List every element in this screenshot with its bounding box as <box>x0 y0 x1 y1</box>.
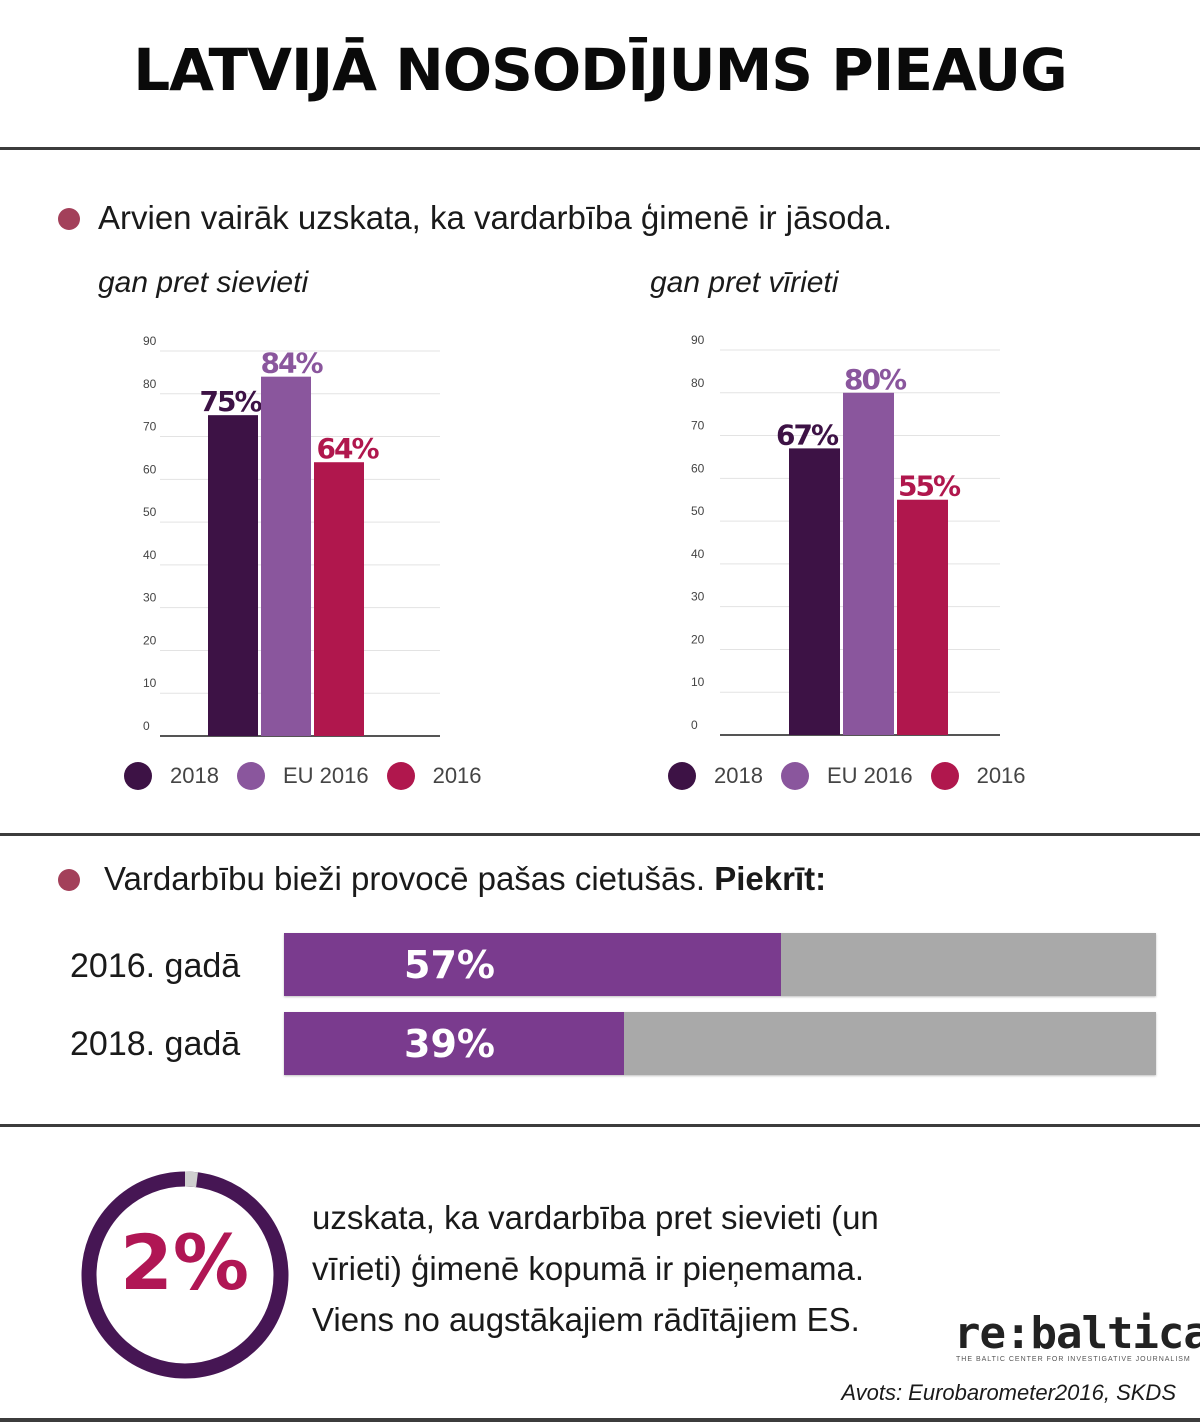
section2-headline: Vardarbību bieži provocē pašas cietušās.… <box>104 860 826 898</box>
donut-ring <box>81 1171 289 1379</box>
y-tick-label: 20 <box>691 632 705 646</box>
y-tick-label: 0 <box>691 718 698 732</box>
data-label: 80% <box>844 363 907 396</box>
bar-2018 <box>789 448 840 735</box>
divider-bottom <box>0 1418 1200 1422</box>
y-tick-label: 70 <box>143 420 157 434</box>
y-tick-label: 30 <box>691 590 705 604</box>
data-label: 55% <box>898 470 961 503</box>
y-tick-label: 80 <box>691 376 705 390</box>
y-tick-label: 40 <box>691 547 705 561</box>
legend-dot-2018 <box>124 762 152 790</box>
legend-dot-eu2016 <box>780 762 809 790</box>
legend-label: EU 2016 <box>826 763 913 788</box>
y-tick-label: 10 <box>691 675 705 689</box>
chart-right-subtitle: gan pret vīrieti <box>650 266 839 299</box>
legend-right: 2018 EU 2016 2016 <box>668 762 1044 790</box>
logo-tagline: THE BALTIC CENTER FOR INVESTIGATIVE JOUR… <box>956 1356 1191 1363</box>
y-tick-label: 80 <box>143 377 157 391</box>
y-tick-label: 20 <box>143 633 157 647</box>
data-label: 84% <box>260 347 323 380</box>
bullet-icon <box>58 869 80 891</box>
y-tick-label: 60 <box>143 462 157 476</box>
y-tick-label: 70 <box>691 419 705 433</box>
section2-headline-text: Vardarbību bieži provocē pašas cietušās. <box>104 860 706 897</box>
bar-eu-2016 <box>261 376 311 736</box>
y-tick-label: 10 <box>143 676 157 690</box>
bar-chart-men: 0 10 20 30 40 50 60 70 80 90 67%80% 55% <box>691 333 1000 736</box>
legend-label: 2016 <box>432 763 482 788</box>
y-tick-label: 30 <box>143 591 157 605</box>
y-tick-label: 50 <box>143 505 157 519</box>
data-label: 67% <box>776 418 839 451</box>
bar-chart-women: 0 10 20 30 40 50 60 70 80 90 75% 84% 64% <box>143 334 440 737</box>
stat-description: uzskata, ka vardarbība pret sievieti (un… <box>312 1199 879 1338</box>
legend-left: 2018 EU 2016 2016 <box>124 762 500 790</box>
source-note: Avots: Eurobarometer2016, SKDS <box>841 1380 1176 1405</box>
y-tick-label: 60 <box>691 461 705 475</box>
hbar-value-label: 57% <box>404 942 495 987</box>
data-label: 64% <box>316 432 379 465</box>
bar-2018 <box>208 415 258 736</box>
legend-dot-2018 <box>668 762 696 790</box>
legend-label: 2016 <box>976 763 1026 788</box>
hbar-row-label: 2018. gadā <box>70 1025 241 1063</box>
hbar-row-label: 2016. gadā <box>70 947 241 985</box>
rebaltica-logo: re:baltica <box>954 1308 1200 1359</box>
bullet-icon <box>58 208 80 230</box>
section2-headline-bold: Piekrīt: <box>714 860 827 897</box>
divider-lower <box>0 1124 1200 1127</box>
y-tick-label: 50 <box>691 504 705 518</box>
hbar-track: 39% <box>284 1012 1156 1075</box>
y-tick-label: 90 <box>691 333 705 347</box>
donut-segment <box>184 1171 198 1188</box>
legend-label: EU 2016 <box>282 763 369 788</box>
section1-headline: Arvien vairāk uzskata, ka vardarbība ģim… <box>98 199 893 236</box>
legend-label: 2018 <box>170 763 219 788</box>
y-tick-label: 90 <box>143 334 157 348</box>
hbar-track: 57% <box>284 933 1156 996</box>
legend-dot-2016 <box>930 762 959 790</box>
bar-2016 <box>897 499 948 735</box>
legend-dot-2016 <box>386 762 415 790</box>
y-tick-label: 0 <box>143 719 150 733</box>
legend-label: 2018 <box>714 763 763 788</box>
data-label: 75% <box>199 385 262 418</box>
hbar-value-label: 39% <box>404 1021 495 1066</box>
y-tick-label: 40 <box>143 548 157 562</box>
hbar-fill <box>284 1012 625 1075</box>
page-title: LATVIJĀ NOSODĪJUMS PIEAUG <box>133 36 1068 104</box>
legend-dot-eu2016 <box>236 762 265 790</box>
donut-percentage: 2% <box>119 1218 250 1307</box>
hbar-fill <box>284 933 782 996</box>
divider-top <box>0 147 1200 150</box>
bar-eu-2016 <box>843 392 894 735</box>
divider-middle <box>0 833 1200 836</box>
bar-2016 <box>314 462 364 736</box>
chart-left-subtitle: gan pret sievieti <box>98 266 309 299</box>
